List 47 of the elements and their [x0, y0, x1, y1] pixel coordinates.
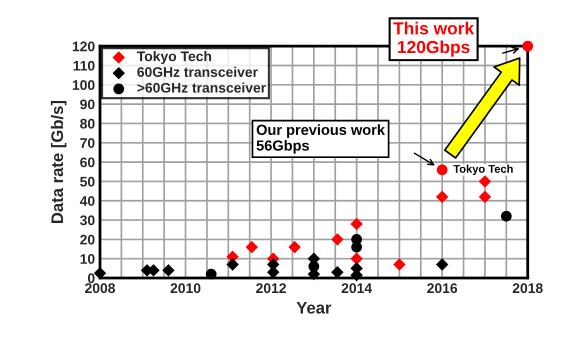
- y-axis-title: Data rate [Gb/s]: [50, 100, 66, 224]
- y-tick-label: 30: [80, 215, 95, 226]
- point: [350, 252, 363, 265]
- x-axis-title: Year: [296, 302, 332, 314]
- point: [436, 190, 448, 204]
- annotation: This work 120Gbps: [393, 22, 474, 57]
- y-tick-label: 50: [80, 176, 95, 187]
- legend-label: >60GHz transceiver: [137, 82, 266, 93]
- point: [393, 258, 406, 271]
- annotation: Our previous work 56Gbps: [256, 124, 385, 154]
- legend-label: Tokyo Tech: [136, 51, 212, 64]
- y-tick-label: 20: [80, 234, 95, 245]
- x-tick-label: 2008: [85, 283, 116, 294]
- point: [351, 242, 362, 253]
- y-tick-label: 100: [72, 80, 95, 90]
- point: [331, 233, 344, 246]
- x-tick-label: 2014: [342, 283, 372, 294]
- point: [331, 266, 344, 278]
- point: [94, 267, 106, 280]
- x-tick-label: 2018: [512, 283, 543, 294]
- point: [500, 210, 512, 222]
- annotation: Tokyo Tech: [453, 164, 513, 176]
- point: [226, 258, 239, 271]
- y-tick-label: 120: [72, 42, 95, 52]
- point: [288, 240, 301, 254]
- x-tick-label: 2012: [256, 283, 286, 294]
- y-tick-label: 0: [88, 273, 95, 284]
- point: [436, 164, 448, 176]
- y-tick-label: 10: [80, 254, 95, 264]
- point: [162, 264, 175, 277]
- point: [478, 190, 492, 204]
- point: [206, 268, 217, 280]
- y-tick-label: 40: [80, 196, 95, 206]
- point: [478, 175, 492, 188]
- y-tick-label: 60: [80, 157, 95, 168]
- point: [436, 258, 448, 271]
- x-tick-label: 2010: [170, 283, 200, 294]
- y-tick-label: 90: [80, 99, 95, 110]
- x-tick-label: 2016: [427, 283, 458, 294]
- y-tick-label: 70: [80, 138, 95, 148]
- legend-label: 60GHz transceiver: [137, 66, 258, 77]
- y-tick-label: 80: [80, 118, 95, 129]
- y-tick-label: 110: [74, 60, 95, 71]
- point: [350, 218, 363, 230]
- point: [308, 261, 320, 272]
- point: [246, 240, 258, 254]
- point: [522, 40, 534, 52]
